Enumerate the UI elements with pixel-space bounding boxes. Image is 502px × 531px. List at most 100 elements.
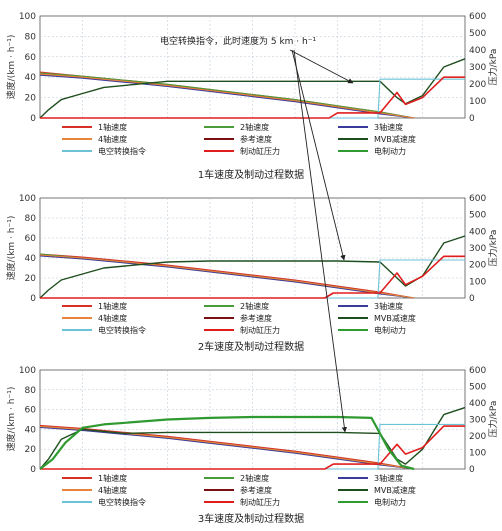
ytick-left-1-0: 0 — [30, 114, 36, 124]
yticks-left-1: 0 20 40 60 80 100 — [19, 12, 36, 124]
series-line-3-3 — [39, 426, 415, 470]
ytick-right-3-3: 300 — [469, 416, 486, 426]
yticks-left-2: 0 20 40 60 80 100 — [19, 194, 36, 304]
annotation-arrow-2 — [291, 49, 346, 261]
ytick-right-2-2: 200 — [469, 261, 486, 271]
legend-label: 参考速度 — [240, 134, 272, 144]
ytick-right-1-2: 200 — [469, 80, 486, 90]
series-line-1-5 — [39, 58, 466, 119]
series-line-1-2 — [39, 72, 415, 119]
ytick-right-3-5: 500 — [469, 383, 486, 393]
ytick-left-2-2: 40 — [25, 254, 37, 264]
series-line-2-4 — [39, 254, 415, 299]
series-line-1-3 — [39, 74, 415, 119]
ytick-right-1-1: 100 — [469, 97, 486, 107]
panel-1: 0 20 40 60 80 100 0 100 200 300 400 500 … — [5, 12, 499, 181]
ylabel-left-3: 速度/(km · h⁻¹) — [5, 387, 17, 452]
ytick-left-1-3: 60 — [25, 53, 37, 63]
legend-label: 3轴速度 — [374, 301, 403, 311]
legend-label: 3轴速度 — [374, 122, 403, 132]
caption-1: 1车速度及制动过程数据 — [198, 168, 304, 181]
panel-2: 0 20 40 60 80 100 0 100 200 300 400 500 … — [5, 194, 499, 353]
ytick-right-1-0: 0 — [469, 114, 475, 124]
annotation: 电空转换指令，此时速度为 5 km · h⁻¹ — [160, 35, 354, 433]
legend-label: 4轴速度 — [98, 313, 127, 323]
legend-label: 电空转换指令 — [98, 497, 146, 507]
ytick-left-2-5: 100 — [19, 194, 36, 204]
legend-label: 4轴速度 — [98, 134, 127, 144]
ytick-left-1-1: 20 — [25, 94, 37, 104]
series-line-3-7 — [40, 425, 465, 470]
legend-label: 1轴速度 — [98, 122, 127, 132]
legend-label: 电制动力 — [374, 325, 406, 335]
series-group-3 — [39, 406, 466, 471]
ytick-right-1-6: 600 — [469, 12, 486, 22]
annotation-arrow-3 — [293, 49, 348, 433]
series-line-3-1 — [39, 424, 415, 470]
legend-label: 3轴速度 — [374, 473, 403, 483]
yticks-right-1: 0 100 200 300 400 500 600 — [469, 12, 486, 124]
ytick-right-3-1: 100 — [469, 449, 486, 459]
ytick-right-3-0: 0 — [469, 465, 475, 475]
caption-2: 2车速度及制动过程数据 — [198, 340, 304, 353]
ytick-right-2-0: 0 — [469, 294, 475, 304]
ytick-right-2-5: 500 — [469, 211, 486, 221]
panel-3: 0 20 40 60 80 100 0 100 200 300 400 500 … — [5, 366, 499, 525]
series-line-3-8 — [39, 415, 415, 471]
ytick-left-1-5: 100 — [19, 12, 36, 22]
ytick-left-1-4: 80 — [25, 32, 37, 42]
ytick-right-1-3: 300 — [469, 63, 486, 73]
series-group-2 — [39, 235, 466, 299]
legend-label: MVB减速度 — [374, 485, 416, 495]
ytick-right-1-4: 400 — [469, 46, 486, 56]
ylabel-right-3: 压力/kPa — [487, 401, 499, 438]
legend-label: 1轴速度 — [98, 301, 127, 311]
ytick-left-3-4: 80 — [25, 386, 37, 396]
ytick-right-1-5: 500 — [469, 29, 486, 39]
ytick-right-3-6: 600 — [469, 366, 486, 376]
ytick-left-3-2: 40 — [25, 425, 37, 435]
ytick-right-3-2: 200 — [469, 432, 486, 442]
ylabel-right-2: 压力/kPa — [487, 230, 499, 267]
legend-label: 4轴速度 — [98, 485, 127, 495]
ytick-left-2-1: 20 — [25, 274, 37, 284]
ytick-right-2-6: 600 — [469, 194, 486, 204]
legend-label: 电制动力 — [374, 497, 406, 507]
yticks-right-2: 0 100 200 300 400 500 600 — [469, 194, 486, 304]
series-line-2-3 — [39, 255, 415, 299]
annotation-arrow-1 — [289, 49, 354, 84]
yticks-left-3: 0 20 40 60 80 100 — [19, 366, 36, 475]
ytick-right-2-3: 300 — [469, 244, 486, 254]
ytick-right-2-1: 100 — [469, 277, 486, 287]
legend-label: 参考速度 — [240, 485, 272, 495]
ytick-left-2-4: 80 — [25, 214, 37, 224]
ylabel-right-1: 压力/kPa — [487, 49, 499, 86]
legend-label: 电制动力 — [374, 146, 406, 156]
legend-label: MVB减速度 — [374, 313, 416, 323]
legend-label: 制动缸压力 — [240, 497, 280, 507]
ytick-left-2-0: 0 — [30, 294, 36, 304]
grid-2 — [40, 198, 465, 298]
plot-area-1 — [39, 15, 466, 119]
yticks-right-3: 0 100 200 300 400 500 600 — [469, 366, 486, 475]
legend-label: 2轴速度 — [240, 473, 269, 483]
ytick-left-2-3: 60 — [25, 234, 37, 244]
legend-label: 制动缸压力 — [240, 146, 280, 156]
ytick-right-3-4: 400 — [469, 399, 486, 409]
legend-label: 1轴速度 — [98, 473, 127, 483]
legend-label: 2轴速度 — [240, 122, 269, 132]
legend-label: 制动缸压力 — [240, 325, 280, 335]
legend-label: 电空转换指令 — [98, 146, 146, 156]
ytick-left-3-1: 20 — [25, 445, 37, 455]
series-line-1-4 — [39, 73, 415, 119]
legend-label: MVB减速度 — [374, 134, 416, 144]
series-line-2-1 — [39, 253, 415, 299]
ytick-right-2-4: 400 — [469, 227, 486, 237]
caption-3: 3车速度及制动过程数据 — [198, 512, 304, 525]
ytick-left-3-3: 60 — [25, 406, 37, 416]
legend-label: 2轴速度 — [240, 301, 269, 311]
